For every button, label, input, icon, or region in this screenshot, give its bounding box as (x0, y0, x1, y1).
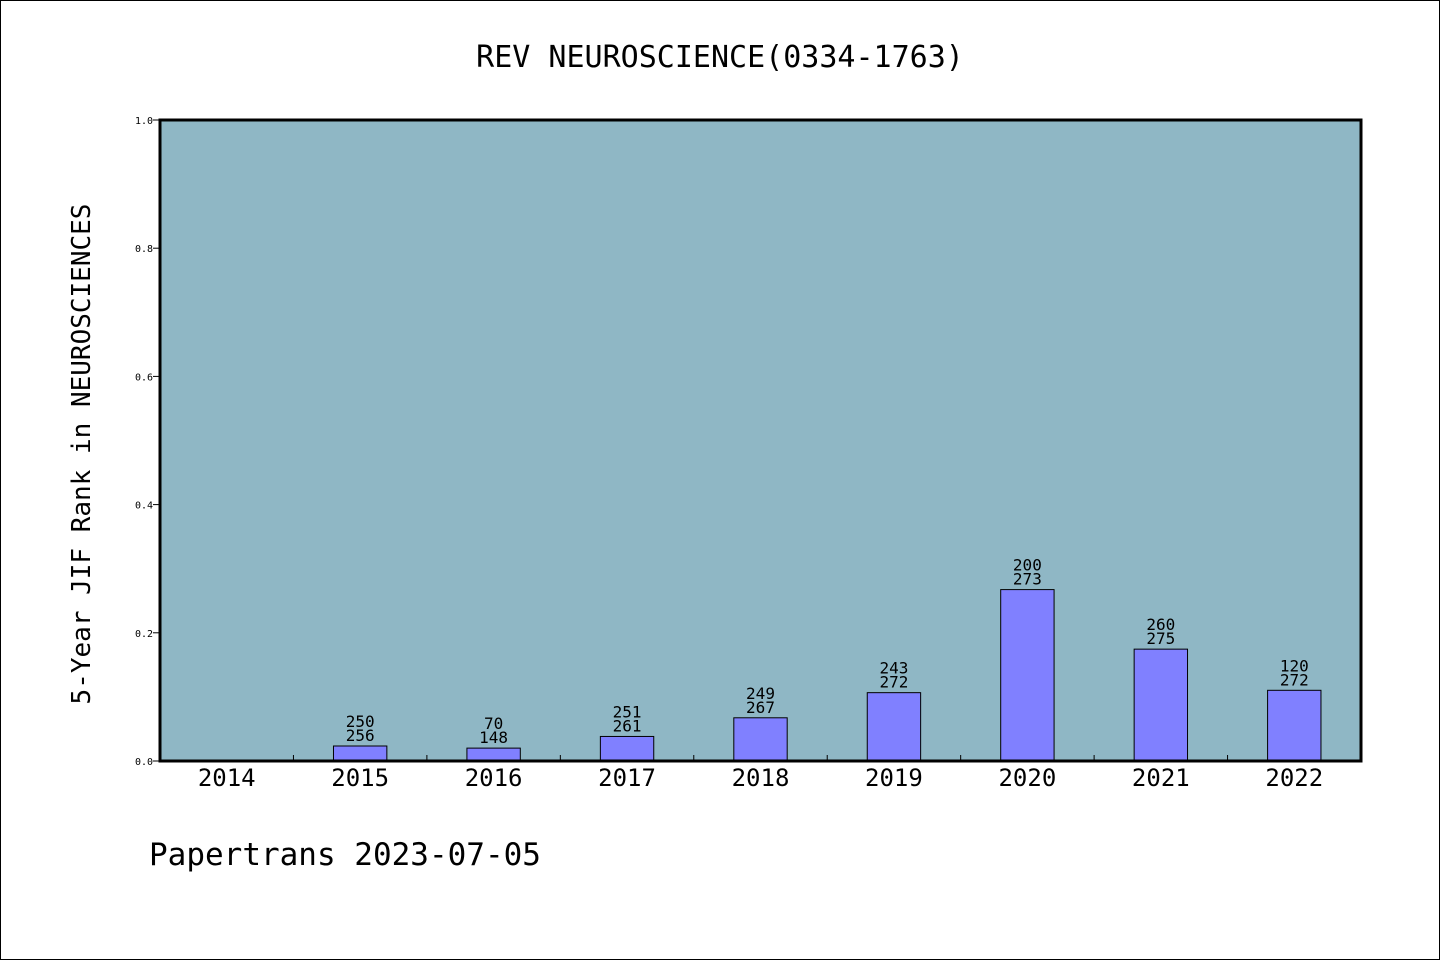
bar (1133, 648, 1189, 762)
bar-label-total: 261 (613, 716, 642, 735)
bar-label-total: 267 (746, 698, 775, 717)
y-tick-label: 1.0 (135, 116, 153, 127)
y-tick-label: 0.6 (135, 372, 153, 383)
chart-title: REV NEUROSCIENCE(0334-1763) (476, 40, 964, 75)
footer-watermark: Papertrans 2023-07-05 (149, 837, 541, 873)
bar (332, 745, 388, 762)
bar (866, 692, 922, 762)
x-tick-label: 2019 (865, 764, 923, 792)
bar-label-total: 256 (346, 726, 375, 745)
x-tick-label: 2015 (331, 764, 389, 792)
x-tick-label: 2016 (465, 764, 523, 792)
bar-label-rank: 260 (1146, 615, 1175, 634)
y-tick-label: 0.4 (135, 501, 153, 512)
x-tick-label: 2020 (998, 764, 1056, 792)
plot-border (158, 118, 1363, 763)
bar-label-total: 272 (1280, 670, 1309, 689)
bar (466, 747, 521, 762)
x-tick-label: 2017 (598, 764, 656, 792)
bar-label-total: 275 (1146, 629, 1175, 648)
y-axis-label: 5-Year JIF Rank in NEUROSCIENCES (67, 204, 97, 705)
bar-label-rank: 251 (613, 702, 642, 721)
bar-label-total: 272 (879, 673, 908, 692)
bar-label-rank: 200 (1013, 556, 1042, 575)
bar-label-rank: 243 (879, 659, 908, 678)
y-tick-label: 0.0 (135, 757, 153, 768)
y-tick-label: 0.2 (135, 629, 153, 640)
bar-label-rank: 120 (1280, 656, 1309, 675)
bar (599, 735, 655, 762)
bar-label-total: 148 (479, 728, 508, 747)
bar (1267, 689, 1322, 762)
x-tick-label: 2021 (1132, 764, 1190, 792)
x-tick-label: 2018 (732, 764, 790, 792)
x-tick-label: 2014 (198, 764, 256, 792)
y-tick-label: 0.8 (135, 244, 153, 255)
bar-label-rank: 249 (746, 684, 775, 703)
bar-label-rank: 70 (484, 714, 503, 733)
bar-label-rank: 250 (346, 712, 375, 731)
bar-label-total: 273 (1013, 570, 1042, 589)
bar (733, 717, 788, 762)
x-tick-label: 2022 (1265, 764, 1323, 792)
bar (1000, 589, 1055, 762)
